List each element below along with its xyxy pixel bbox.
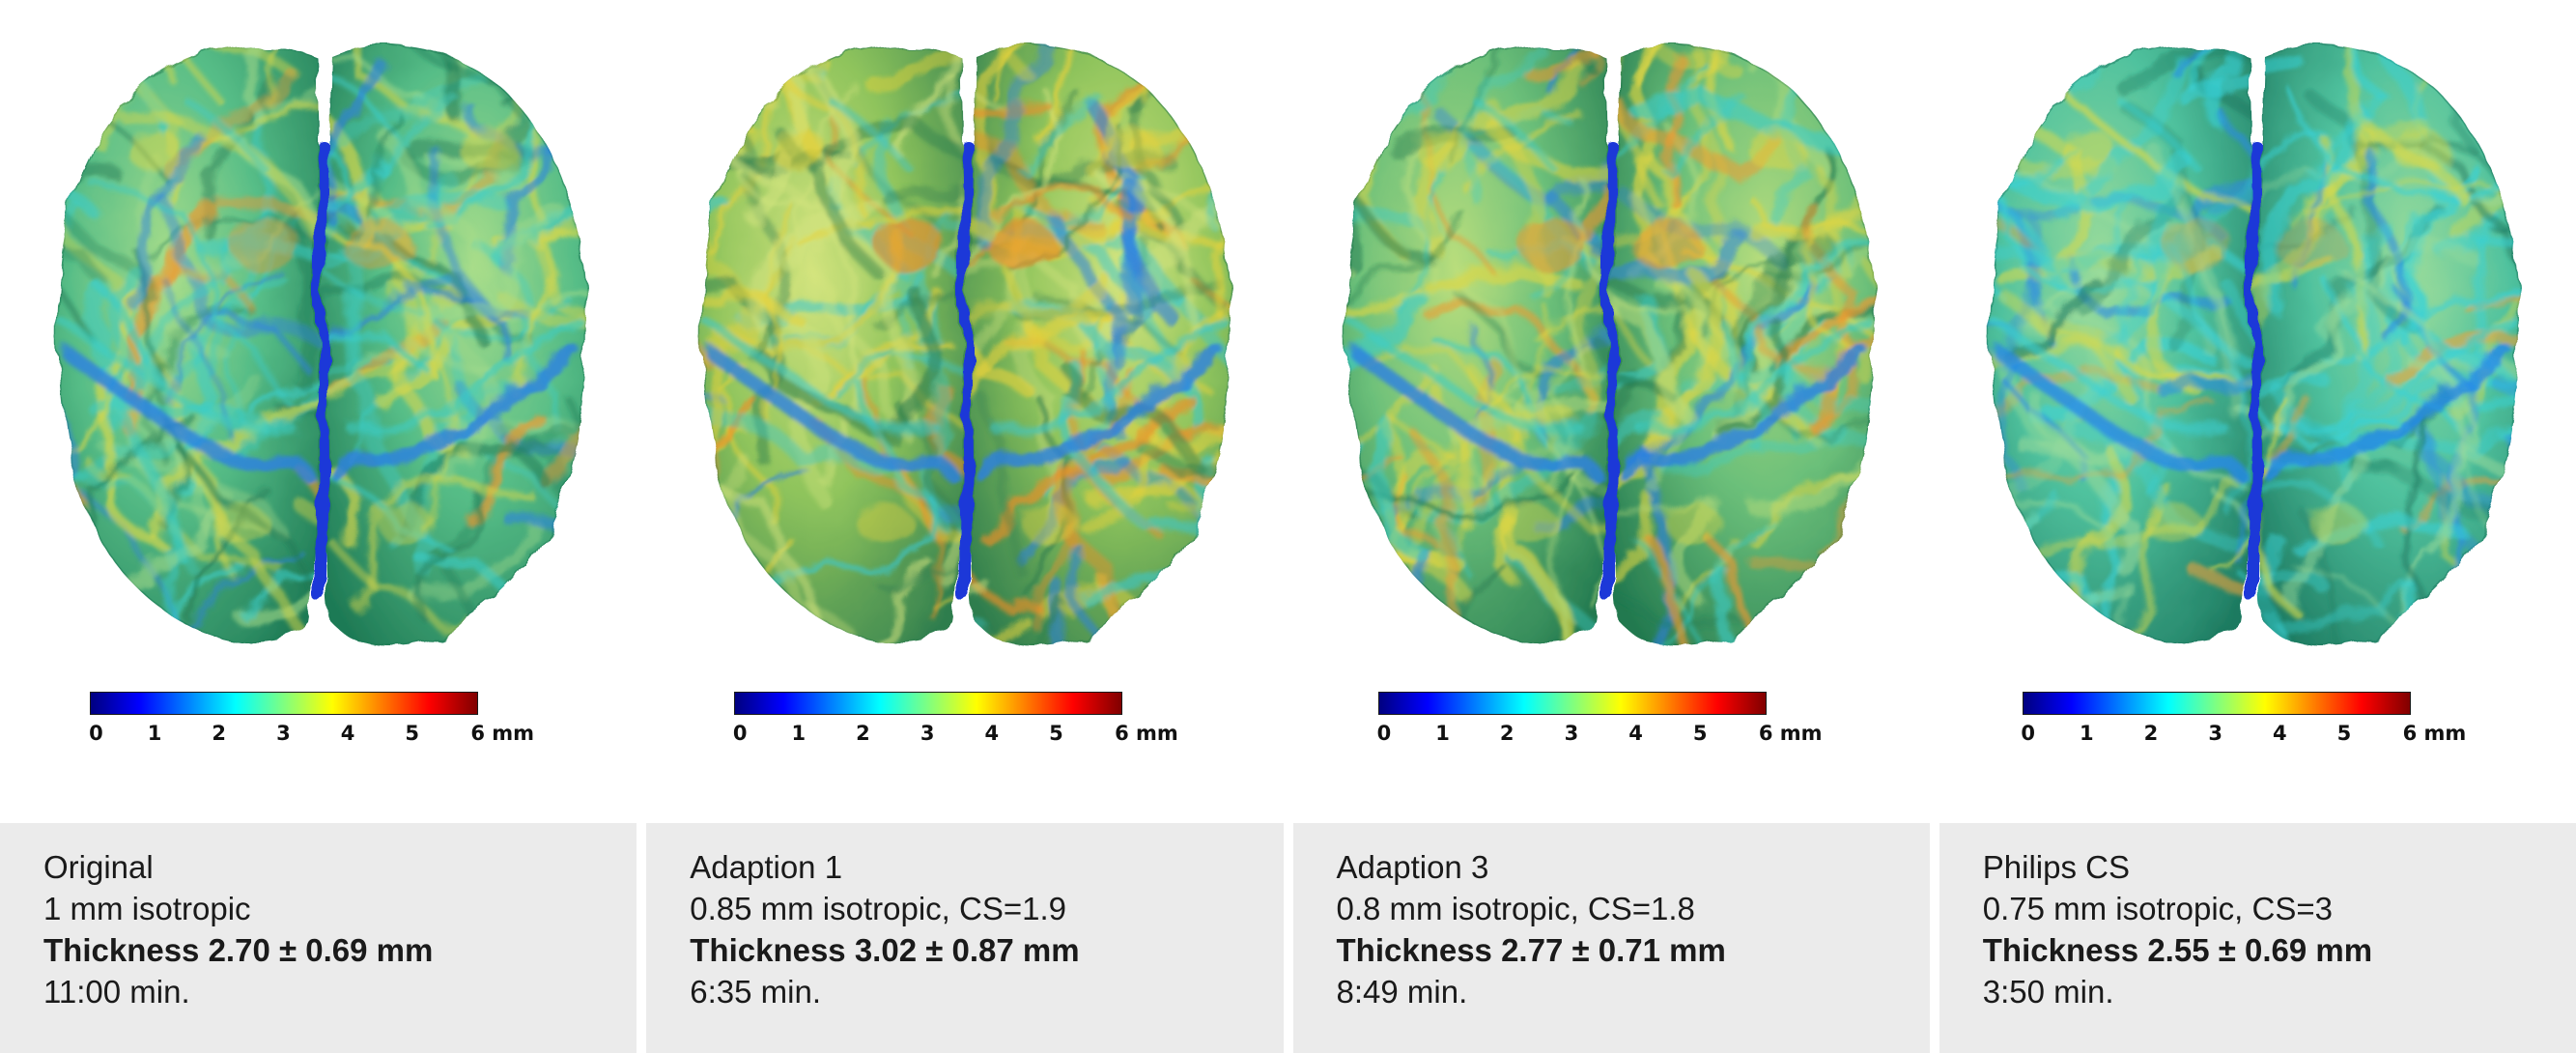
brain-svg	[701, 43, 1231, 643]
hemisphere-left	[1345, 43, 1605, 643]
variant-thickness: Thickness 2.77 ± 0.71 mm	[1336, 932, 1726, 968]
colorbar-tick-5: 5	[405, 722, 419, 745]
brain-svg	[1345, 43, 1875, 643]
caption-panel-adaption-3: Adaption 3 0.8 mm isotropic, CS=1.8 Thic…	[1292, 823, 1930, 1053]
colorbar-tick-4: 4	[1628, 722, 1643, 745]
colorbar-end-label: 6 mm	[470, 722, 535, 745]
colorbar-tick-1: 1	[1435, 722, 1450, 745]
figure-column-original: 0 1 2 3 4 5 6 mm	[0, 0, 644, 823]
colorbar-tick-3: 3	[1564, 722, 1579, 745]
colorbar-gradient	[734, 692, 1123, 715]
figure-column-adaption-3: 0 1 2 3 4 5 6 mm	[1288, 0, 1933, 823]
colorbar-adaption-1: 0 1 2 3 4 5 6 mm	[732, 692, 1198, 754]
variant-thickness: Thickness 2.55 ± 0.69 mm	[1982, 932, 2373, 968]
colorbar-tick-2: 2	[2143, 722, 2159, 745]
variant-thickness: Thickness 3.02 ± 0.87 mm	[690, 932, 1080, 968]
colorbar-tick-1: 1	[147, 722, 162, 745]
colorbar-end-label: 6 mm	[2402, 722, 2467, 745]
colorbar-tick-5: 5	[1692, 722, 1708, 745]
colorbar-tick-0: 0	[89, 722, 103, 745]
colorbar-tick-5: 5	[1049, 722, 1063, 745]
brain-svg	[1989, 43, 2519, 643]
variant-resolution: 0.85 mm isotropic, CS=1.9	[690, 891, 1066, 926]
brain-surface-adaption-3	[1330, 15, 1890, 653]
colorbar-original: 0 1 2 3 4 5 6 mm	[89, 692, 553, 754]
colorbar-end-label: 6 mm	[1758, 722, 1823, 745]
interhemispheric-fissure	[2247, 139, 2261, 605]
brain-surface-adaption-1	[686, 15, 1246, 653]
variant-time: 3:50 min.	[1982, 974, 2114, 1010]
hemisphere-right	[1614, 43, 1875, 643]
variant-title: Original	[43, 849, 154, 885]
figure-column-philips-cs: 0 1 2 3 4 5 6 mm	[1932, 0, 2576, 823]
caption-panel-original: Original 1 mm isotropic Thickness 2.70 ±…	[0, 823, 637, 1053]
colorbar-gradient	[1377, 692, 1767, 715]
colorbar-tick-3: 3	[276, 722, 291, 745]
caption-panel-philips-cs: Philips CS 0.75 mm isotropic, CS=3 Thick…	[1939, 823, 2576, 1053]
colorbar-tick-4: 4	[984, 722, 1000, 745]
colorbar-philips-cs: 0 1 2 3 4 5 6 mm	[2021, 692, 2486, 754]
brain-surface-philips-cs	[1974, 15, 2534, 653]
colorbar-gradient	[90, 692, 479, 715]
colorbar-tick-3: 3	[920, 722, 935, 745]
variant-time: 6:35 min.	[690, 974, 821, 1010]
colorbar-tick-3: 3	[2208, 722, 2222, 745]
brain-svg	[57, 43, 587, 643]
variant-title: Adaption 3	[1336, 849, 1489, 885]
caption-row: Original 1 mm isotropic Thickness 2.70 ±…	[0, 823, 2576, 1053]
colorbar-gradient	[2022, 692, 2411, 715]
colorbar-adaption-3: 0 1 2 3 4 5 6 mm	[1376, 692, 1842, 754]
variant-title: Philips CS	[1982, 849, 2130, 885]
variant-resolution: 0.75 mm isotropic, CS=3	[1982, 891, 2333, 926]
colorbar-tick-1: 1	[2080, 722, 2094, 745]
colorbar-tick-0: 0	[2021, 722, 2035, 745]
colorbar-tick-5: 5	[2336, 722, 2352, 745]
brain-surface-original	[42, 15, 602, 653]
variant-time: 11:00 min.	[43, 974, 190, 1010]
variant-thickness: Thickness 2.70 ± 0.69 mm	[43, 932, 434, 968]
interhemispheric-fissure	[315, 139, 329, 605]
variant-resolution: 1 mm isotropic	[43, 891, 251, 926]
colorbar-tick-4: 4	[2273, 722, 2287, 745]
variant-time: 8:49 min.	[1336, 974, 1468, 1010]
brain-row: 0 1 2 3 4 5 6 mm 0 1 2 3 4 5 6 mm	[0, 0, 2576, 823]
colorbar-tick-2: 2	[856, 722, 870, 745]
variant-resolution: 0.8 mm isotropic, CS=1.8	[1336, 891, 1695, 926]
caption-panel-adaption-1: Adaption 1 0.85 mm isotropic, CS=1.9 Thi…	[646, 823, 1284, 1053]
colorbar-tick-2: 2	[1499, 722, 1514, 745]
interhemispheric-fissure	[959, 139, 974, 605]
figure-column-adaption-1: 0 1 2 3 4 5 6 mm	[644, 0, 1288, 823]
colorbar-tick-0: 0	[732, 722, 748, 745]
variant-title: Adaption 1	[690, 849, 843, 885]
colorbar-tick-0: 0	[1376, 722, 1392, 745]
colorbar-tick-1: 1	[791, 722, 807, 745]
colorbar-end-label: 6 mm	[1115, 722, 1178, 745]
interhemispheric-fissure	[1602, 139, 1617, 605]
hemisphere-left	[701, 43, 962, 643]
colorbar-tick-2: 2	[212, 722, 226, 745]
colorbar-tick-4: 4	[340, 722, 355, 745]
